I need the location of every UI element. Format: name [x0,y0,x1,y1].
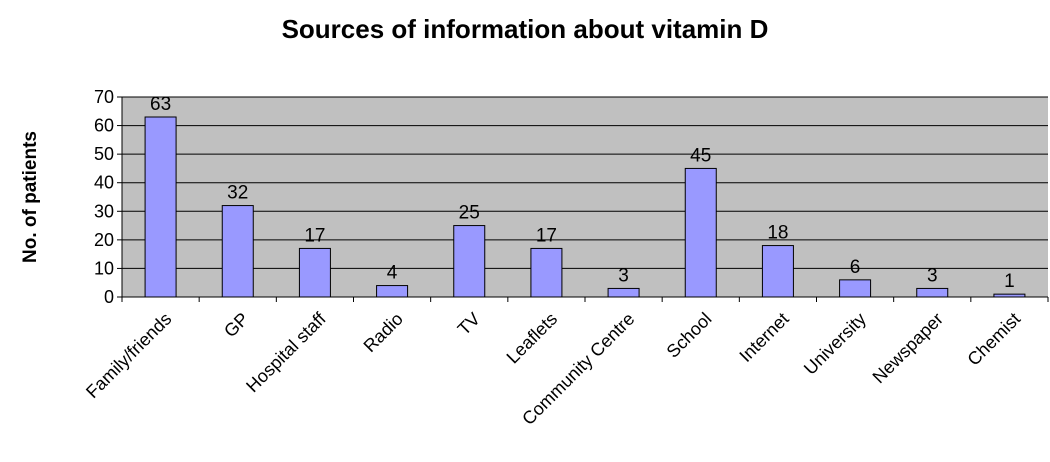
y-tick-label: 50 [94,144,114,164]
data-label: 63 [150,94,171,115]
bars [144,116,1026,298]
data-label: 6 [850,257,861,278]
x-tick-label: Internet [735,309,792,366]
bar [453,225,486,298]
y-tick-label: 30 [94,201,114,221]
x-tick-label: Family/friends [82,309,175,402]
bar [530,247,563,298]
gridlines [122,96,1048,269]
data-label: 18 [767,223,788,244]
data-label: 17 [536,225,557,246]
x-tick-label: Leaflets [503,309,562,368]
data-label: 32 [227,183,248,204]
bar [376,285,409,298]
data-label: 3 [927,265,938,286]
y-tick-label: 10 [94,258,114,278]
bar [761,245,794,298]
x-tick-label: GP [220,309,253,342]
x-tick-label: TV [454,309,484,339]
data-label: 4 [387,263,398,284]
data-label: 1 [1004,271,1015,292]
bar [607,287,640,298]
bar [144,116,177,298]
axes [117,96,1049,302]
x-tick-label: Newspaper [869,309,948,388]
y-tick-label: 40 [94,173,114,193]
x-tick-label: Radio [360,309,407,356]
bar [684,167,717,298]
data-label: 25 [459,203,480,224]
data-label: 17 [304,225,325,246]
y-tick-label: 20 [94,230,114,250]
y-tick-label: 70 [94,87,114,107]
y-axis-label: No. of patients [20,131,41,263]
bar [298,247,331,298]
bar [916,287,949,298]
x-tick-label: Chemist [963,309,1024,370]
x-tick-label: School [663,309,716,362]
bar [221,205,254,298]
data-label: 45 [690,145,711,166]
y-tick-label: 0 [104,287,114,307]
y-tick-label: 60 [94,116,114,136]
data-label: 3 [618,265,629,286]
chart-title: Sources of information about vitamin D [282,14,769,44]
x-tick-label: University [800,309,870,379]
x-tick-label: Hospital staff [242,308,330,396]
bar [839,279,872,298]
y-tick-labels: 0 10 20 30 40 50 60 70 [94,87,114,307]
plot-area [122,97,1048,297]
